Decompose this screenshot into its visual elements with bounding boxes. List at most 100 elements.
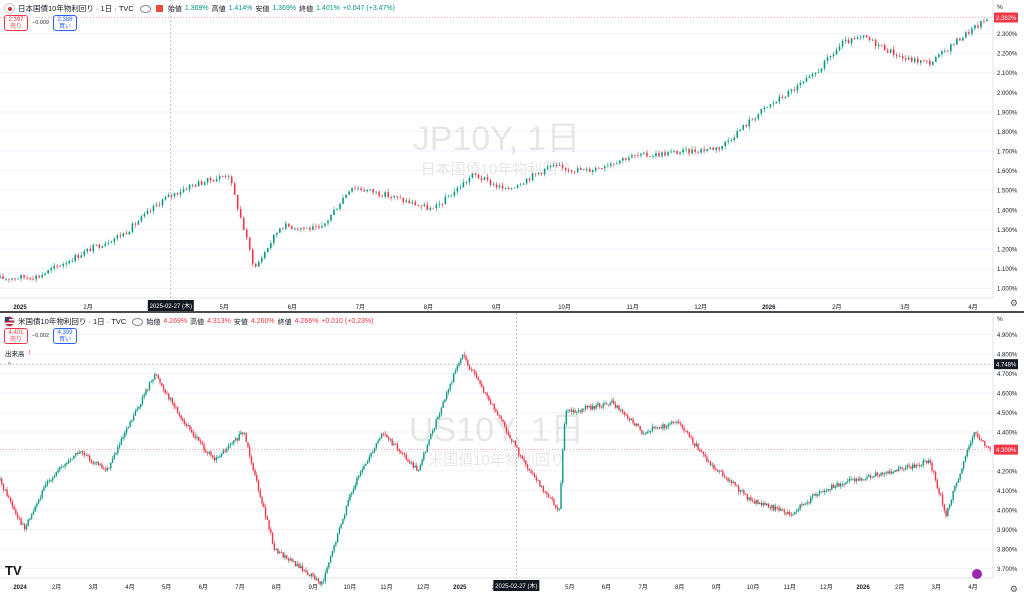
candle-body: [312, 573, 314, 576]
candle-body: [980, 439, 982, 441]
sell-button[interactable]: 4.401 売り: [4, 328, 28, 344]
candle-body: [913, 464, 916, 468]
candle-body: [339, 203, 341, 209]
symbol-title[interactable]: 日本国債10年物利回り · 1日 · TVC: [18, 4, 134, 13]
candle-body: [110, 242, 113, 243]
candle-body: [630, 418, 633, 420]
notification-icon[interactable]: [972, 569, 982, 579]
candle-body: [16, 513, 19, 518]
candle-body: [85, 454, 87, 456]
candle-body: [227, 445, 230, 449]
candle-body: [664, 424, 666, 428]
spread-value: −0.002: [32, 333, 49, 339]
warning-icon[interactable]: !: [28, 349, 31, 357]
candle-body: [984, 441, 986, 446]
candle-body: [417, 205, 420, 207]
candle-body: [128, 231, 131, 235]
tradingview-logo-icon[interactable]: TV: [5, 563, 22, 578]
candle-body: [616, 163, 618, 165]
candle-body: [234, 438, 237, 441]
candle-body: [139, 403, 142, 408]
crosshair-price-label: 4.748%: [996, 363, 1017, 369]
candle-body: [625, 414, 627, 416]
flag-icon[interactable]: [155, 5, 163, 12]
candle-body: [876, 472, 879, 475]
candle-body: [778, 507, 780, 511]
gear-icon[interactable]: ⚙: [1009, 584, 1018, 594]
candle-body: [36, 503, 38, 507]
candle-body: [806, 502, 808, 504]
eye-icon[interactable]: [139, 4, 151, 13]
candle-body: [697, 151, 699, 153]
candle-body: [859, 478, 861, 481]
pane-divider[interactable]: [0, 311, 1024, 313]
candle-body: [977, 25, 979, 28]
candle-body: [233, 183, 236, 195]
candle-body: [771, 504, 773, 509]
candle-body: [965, 32, 967, 38]
candle-body: [167, 194, 170, 198]
candle-body: [670, 151, 672, 153]
candle-body: [429, 207, 432, 210]
candle-body: [307, 572, 309, 575]
candle-body: [331, 551, 334, 557]
x-tick-label: 11月: [627, 304, 639, 311]
gear-icon[interactable]: ⚙: [1009, 298, 1018, 308]
candle-body: [125, 428, 128, 433]
candle-body: [380, 433, 383, 439]
candle-body: [129, 421, 131, 427]
sell-button[interactable]: 2.397 売り: [4, 15, 28, 31]
candle-body: [695, 443, 698, 447]
candle-body: [164, 389, 167, 394]
low-value: 4.260%: [250, 318, 275, 325]
eye-icon[interactable]: [132, 317, 144, 326]
axis-unit-label: %: [997, 316, 1003, 323]
candle-body: [224, 450, 226, 452]
candle-body: [929, 60, 931, 65]
candle-body: [504, 187, 507, 189]
candle-body: [727, 140, 729, 142]
candle-body: [296, 564, 298, 567]
jp10y-chart-pane[interactable]: 2.300% 2.200% 2.100% 2.000% 1.900% 1.800% 1.70…: [0, 0, 1024, 312]
candle-body: [336, 533, 339, 542]
volume-indicator[interactable]: 出来高 !: [5, 348, 31, 359]
collapse-chevron-icon[interactable]: ^: [7, 362, 12, 369]
candle-body: [613, 400, 615, 404]
candle-body: [148, 382, 151, 390]
candle-body: [852, 478, 854, 480]
symbol-title[interactable]: 米国債10年物利回り · 1日 · TVC: [18, 317, 127, 326]
high-label: 高値: [190, 318, 205, 326]
candle-body: [2, 276, 4, 279]
candle-body: [634, 155, 636, 156]
candle-body: [655, 153, 657, 157]
candle-body: [215, 179, 218, 182]
candle-body: [970, 442, 972, 447]
candle-body: [975, 432, 977, 434]
jp10y-chart-canvas[interactable]: 2.300% 2.200% 2.100% 2.000% 1.900% 1.800% 1.70…: [0, 0, 1024, 312]
candle-body: [154, 374, 156, 380]
candle-body: [959, 473, 961, 480]
candle-body: [737, 485, 740, 492]
us10y-chart-pane[interactable]: 4.900% 4.800% 4.700% 4.600% 4.500% 4.400% 4.30…: [0, 313, 1024, 600]
candle-body: [889, 49, 892, 53]
x-tick-label: 2024: [13, 585, 27, 591]
buy-button[interactable]: 4.399 買い: [52, 328, 77, 344]
us10y-chart-canvas[interactable]: 4.900% 4.800% 4.700% 4.600% 4.500% 4.400% 4.30…: [0, 313, 1024, 600]
candle-body: [649, 156, 651, 158]
candle-body: [119, 235, 122, 237]
candle-body: [915, 464, 917, 468]
candle-body: [634, 423, 636, 426]
candle-body: [171, 398, 174, 404]
candle-body: [169, 398, 172, 400]
buy-label: 買い: [58, 24, 71, 30]
candle-body: [818, 491, 821, 495]
candle-body: [104, 243, 107, 247]
open-value: 1.369%: [184, 5, 209, 12]
buy-button[interactable]: 2.388 買い: [52, 15, 77, 31]
x-tick-label: 10月: [558, 304, 571, 311]
candle-body: [755, 500, 757, 504]
y-tick-label: 2.200%: [997, 52, 1018, 58]
candle-body: [188, 184, 191, 190]
candle-body: [604, 403, 606, 405]
candle-body: [26, 277, 28, 279]
